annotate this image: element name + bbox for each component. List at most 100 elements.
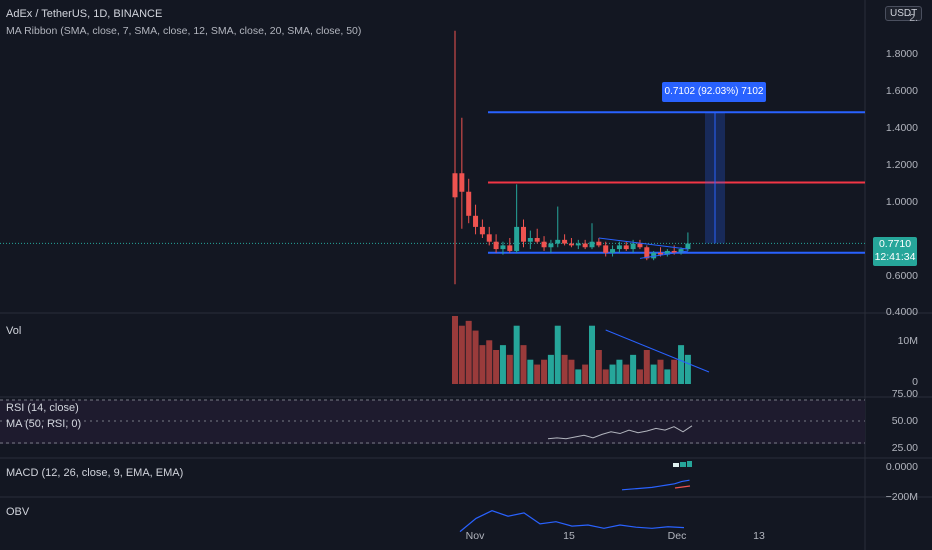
macd-tick: 0.0000 [886, 461, 918, 473]
volume-bar [623, 365, 629, 384]
candle-body [459, 173, 464, 192]
macd-histogram-bar [673, 463, 679, 467]
candle-body [466, 192, 471, 216]
volume-bar [678, 345, 684, 384]
candle-body [480, 227, 485, 234]
candle-body [507, 245, 512, 251]
ma-ribbon-label: MA Ribbon (SMA, close, 7, SMA, close, 12… [6, 25, 361, 37]
candle-body [494, 242, 499, 249]
obv-label: OBV [6, 506, 29, 518]
volume-bar [555, 326, 561, 384]
volume-bar [473, 331, 479, 384]
volume-bar [603, 369, 609, 384]
volume-bar [493, 350, 499, 384]
rsi-ma-label: MA (50, RSI, 0) [6, 418, 81, 430]
macd-histogram-bar [687, 461, 692, 467]
candle-body [610, 249, 615, 253]
volume-bar [466, 321, 472, 384]
candle-body [562, 240, 567, 244]
symbol-title: AdEx / TetherUS, 1D, BINANCE [6, 8, 162, 20]
volume-bar [507, 355, 513, 384]
volume-bar [548, 355, 554, 384]
volume-bar [664, 369, 670, 384]
volume-bar [651, 365, 657, 384]
volume-bar [616, 360, 622, 384]
volume-bar [452, 316, 458, 384]
candle-body [528, 238, 533, 242]
price-tick: 1.4000 [886, 122, 918, 134]
volume-bar [527, 360, 533, 384]
price-tick: 1.8000 [886, 48, 918, 60]
price-axis-top: 2. [909, 12, 918, 24]
candle-body [548, 244, 553, 248]
volume-bar [541, 360, 547, 384]
candle-body [603, 245, 608, 252]
volume-bar [562, 355, 568, 384]
price-tick: 0.4000 [886, 306, 918, 318]
volume-bar [500, 345, 506, 384]
rsi-band [0, 400, 865, 444]
measure-label: 0.7102 (92.03%) 7102 [662, 82, 766, 102]
volume-bar [589, 326, 595, 384]
volume-bar [575, 369, 581, 384]
candle-body [521, 227, 526, 242]
candle-body [569, 244, 574, 246]
volume-bar [521, 345, 527, 384]
candle-body [576, 244, 581, 246]
volume-tick: 0 [912, 376, 918, 388]
macd-label: MACD (12, 26, close, 9, EMA, EMA) [6, 467, 183, 479]
candle-body [658, 253, 663, 255]
macd-signal-line [675, 486, 690, 488]
volume-bar [596, 350, 602, 384]
candle-body [624, 245, 629, 249]
candle-body [555, 240, 560, 244]
candle-body [542, 242, 547, 248]
candle-body [590, 242, 595, 248]
rsi-tick: 50.00 [892, 415, 918, 427]
candle-countdown: 12:41:34 [873, 251, 917, 264]
volume-bar [685, 355, 691, 384]
candle-body [514, 227, 519, 251]
obv-line [460, 511, 684, 532]
rsi-tick: 25.00 [892, 442, 918, 454]
candle-body [500, 245, 505, 249]
volume-bar [534, 365, 540, 384]
volume-bar [486, 340, 492, 384]
candle-body [583, 244, 588, 248]
candle-body [453, 173, 458, 197]
volume-bar [568, 360, 574, 384]
price-tick: 1.2000 [886, 159, 918, 171]
volume-bar [610, 365, 616, 384]
macd-tick: −200M [886, 491, 918, 503]
x-tick: 13 [753, 530, 765, 542]
volume-bar [644, 350, 650, 384]
macd-line [622, 480, 690, 490]
volume-bar [479, 345, 485, 384]
candle-body [617, 245, 622, 249]
current-price-badge: 0.7710 12:41:34 [873, 237, 917, 266]
volume-bar [671, 360, 677, 384]
candle-body [535, 238, 540, 242]
x-tick: 15 [563, 530, 575, 542]
x-tick: Nov [466, 530, 485, 542]
macd-histogram-bar [680, 462, 686, 467]
candle-body [596, 242, 601, 246]
candle-body [631, 244, 636, 250]
candle-body [637, 244, 642, 248]
volume-tick: 10M [898, 335, 918, 347]
volume-bar [658, 360, 664, 384]
rsi-label: RSI (14, close) [6, 402, 79, 414]
volume-bar [637, 369, 643, 384]
current-price: 0.7710 [873, 238, 917, 251]
price-tick: 1.6000 [886, 85, 918, 97]
volume-label: Vol [6, 325, 21, 337]
candle-body [473, 216, 478, 227]
volume-bar [582, 365, 588, 384]
rsi-tick: 75.00 [892, 388, 918, 400]
x-tick: Dec [668, 530, 687, 542]
price-tick: 0.6000 [886, 270, 918, 282]
candle-body [685, 244, 690, 250]
candle-body [487, 234, 492, 241]
volume-bar [514, 326, 520, 384]
